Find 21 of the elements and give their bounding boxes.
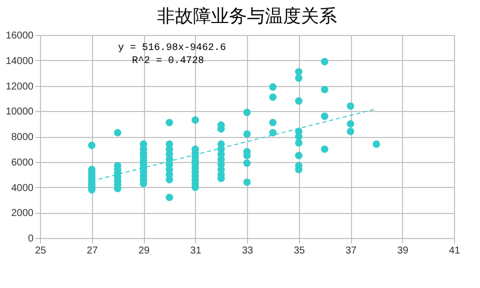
x-tick-label: 27	[86, 246, 98, 256]
y-tick-label: 10000	[6, 106, 34, 118]
annotation: R^2 = 0.4728	[132, 56, 204, 67]
y-tick-label: 2000	[11, 208, 34, 220]
x-tick-label: 35	[294, 246, 306, 256]
y-tick-label: 14000	[6, 56, 34, 67]
annotation: y = 516.98x-9462.6	[118, 43, 226, 54]
x-tick-label: 29	[138, 246, 150, 256]
y-tick-label: 12000	[6, 81, 34, 92]
x-tick-label: 33	[242, 246, 254, 256]
x-tick-label: 31	[190, 246, 202, 256]
x-tick-label: 39	[397, 246, 409, 256]
y-tick-label: 6000	[11, 157, 34, 168]
x-tick-label: 25	[34, 246, 46, 256]
y-tick-label: 4000	[11, 182, 34, 194]
x-tick-label: 41	[448, 246, 460, 256]
x-tick-label: 37	[345, 246, 357, 256]
y-tick-label: 0	[28, 234, 34, 244]
y-tick-label: 8000	[11, 132, 34, 143]
y-tick-label: 16000	[6, 30, 34, 42]
chart-title: 非故障业务与温度关系	[157, 6, 337, 26]
